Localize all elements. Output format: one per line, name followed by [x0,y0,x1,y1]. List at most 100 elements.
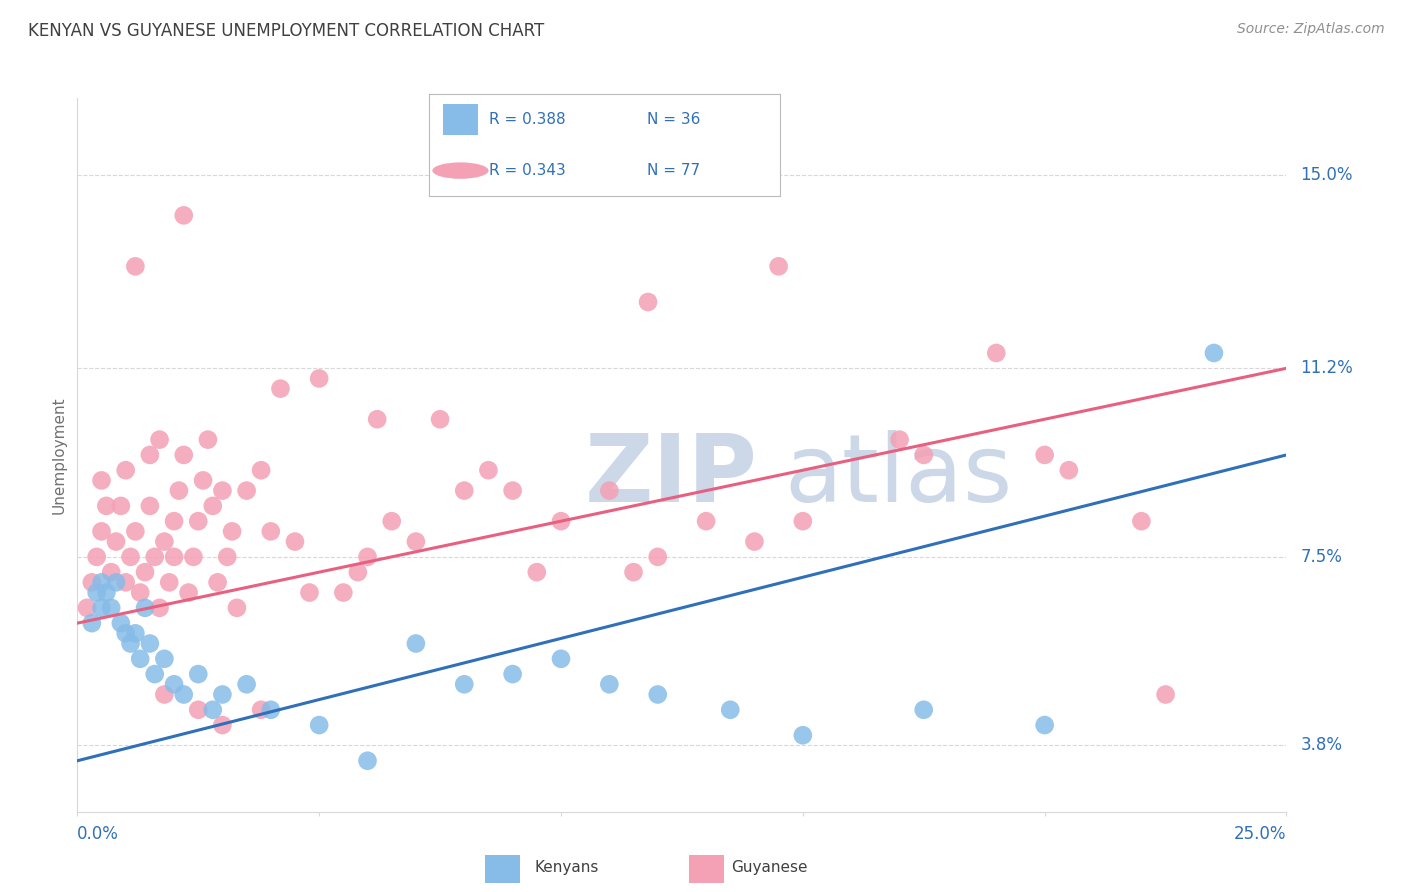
Point [502,483,524,498]
Text: Kenyans: Kenyans [534,860,599,874]
Point [217,549,239,564]
Point [201,499,224,513]
FancyBboxPatch shape [443,104,478,135]
Point [153,652,176,666]
Point [598,677,620,691]
Point [105,575,128,590]
Point [226,600,249,615]
Point [114,463,136,477]
Point [637,295,659,310]
Point [173,208,195,222]
Point [623,565,645,579]
Text: 15.0%: 15.0% [1301,166,1353,184]
Point [120,636,142,650]
Point [405,636,427,650]
Point [453,677,475,691]
Point [550,514,572,528]
Point [139,499,162,513]
Point [211,718,233,732]
Point [1154,688,1177,702]
Point [550,652,572,666]
Text: 0.0%: 0.0% [77,825,120,843]
Point [90,524,112,539]
Point [100,565,122,579]
Point [211,483,233,498]
Text: N = 77: N = 77 [647,163,700,178]
Text: Guyanese: Guyanese [731,860,807,874]
Point [235,483,257,498]
Point [308,371,330,385]
Point [124,626,146,640]
Point [110,499,132,513]
Point [792,728,814,742]
Text: 25.0%: 25.0% [1234,825,1286,843]
Point [143,667,166,681]
Point [187,703,209,717]
Point [139,636,162,650]
Point [120,549,142,564]
Point [250,703,273,717]
Point [100,600,122,615]
Text: N = 36: N = 36 [647,112,700,127]
Point [157,575,180,590]
Point [1130,514,1153,528]
Point [86,585,108,599]
Point [1202,346,1225,360]
Text: atlas: atlas [785,430,1012,523]
Point [366,412,388,426]
Point [429,412,451,426]
Point [1033,718,1056,732]
Point [86,549,108,564]
Point [96,585,118,599]
Point [332,585,354,599]
Point [191,474,214,488]
Point [90,575,112,590]
Point [124,260,146,274]
Point [201,703,224,717]
Point [718,703,741,717]
Point [80,616,103,631]
Point [134,600,156,615]
Point [598,483,620,498]
Text: 3.8%: 3.8% [1301,737,1343,755]
Point [90,600,112,615]
Point [90,474,112,488]
Text: Source: ZipAtlas.com: Source: ZipAtlas.com [1237,22,1385,37]
Point [405,534,427,549]
Point [250,463,273,477]
Point [207,575,229,590]
Point [986,346,1008,360]
Point [381,514,404,528]
Text: 7.5%: 7.5% [1301,548,1343,566]
Point [114,626,136,640]
Point [768,260,790,274]
Point [124,524,146,539]
Point [889,433,911,447]
Point [129,652,152,666]
Point [163,677,186,691]
Point [173,448,195,462]
Point [221,524,243,539]
Point [139,448,162,462]
Text: ZIP: ZIP [585,430,758,523]
Point [356,549,378,564]
Point [1057,463,1080,477]
Point [502,667,524,681]
Point [129,585,152,599]
Point [284,534,307,549]
Point [298,585,321,599]
Y-axis label: Unemployment: Unemployment [51,396,66,514]
Point [153,534,176,549]
Text: R = 0.343: R = 0.343 [489,163,565,178]
Point [173,688,195,702]
Point [260,703,283,717]
Point [235,677,257,691]
Point [153,688,176,702]
Point [167,483,190,498]
Point [477,463,499,477]
Point [134,565,156,579]
Text: KENYAN VS GUYANESE UNEMPLOYMENT CORRELATION CHART: KENYAN VS GUYANESE UNEMPLOYMENT CORRELAT… [28,22,544,40]
Point [110,616,132,631]
Point [647,549,669,564]
Point [912,703,935,717]
